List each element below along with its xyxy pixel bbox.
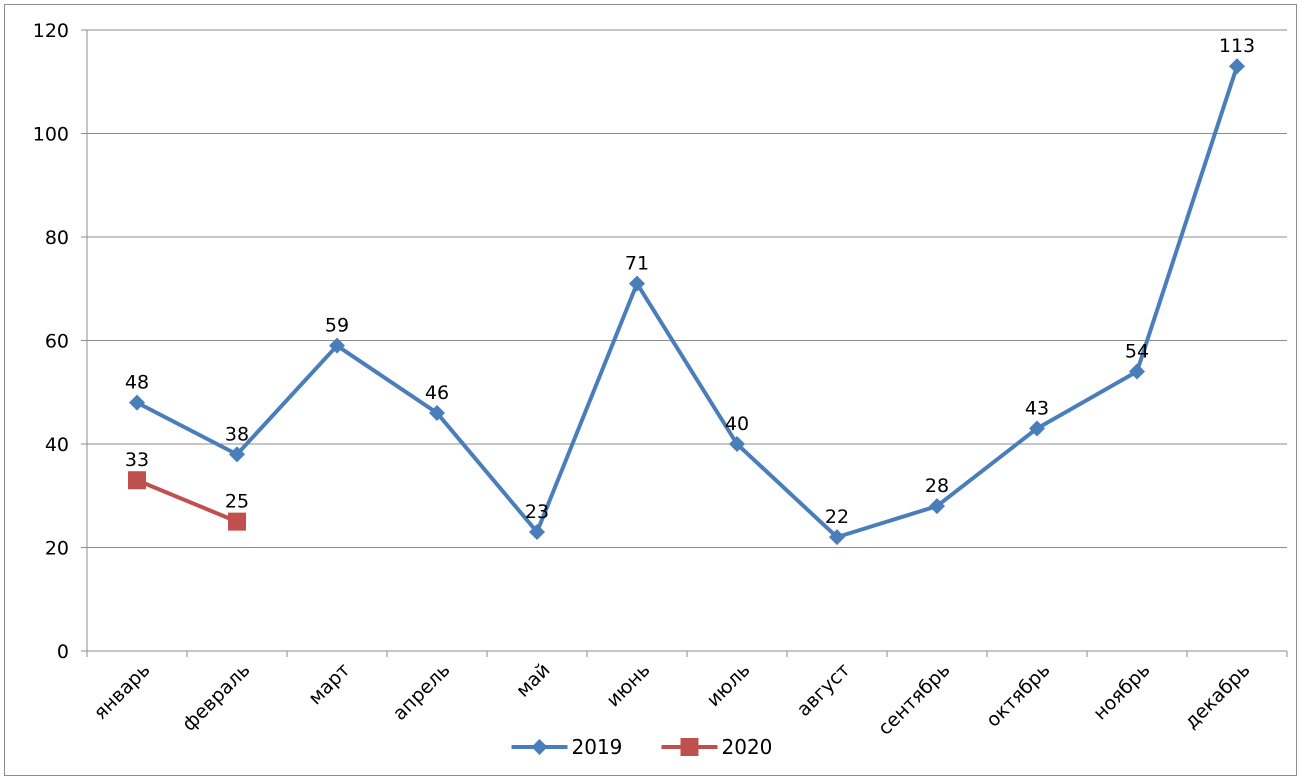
x-tick-label: сентябрь [874, 659, 955, 740]
data-label: 22 [825, 506, 849, 528]
y-tick-label: 20 [45, 538, 69, 560]
data-label: 113 [1219, 35, 1255, 57]
data-label: 71 [625, 253, 649, 275]
x-tick-label: декабрь [1180, 659, 1254, 733]
x-tick-label: июль [702, 659, 754, 711]
data-label: 48 [125, 372, 149, 394]
x-tick-label: январь [90, 659, 155, 724]
data-label: 46 [425, 382, 449, 404]
data-label: 38 [225, 423, 249, 445]
legend-marker-2019 [532, 739, 548, 755]
x-tick-label: март [304, 659, 354, 709]
data-label: 59 [325, 315, 349, 337]
data-labels: 48 38 59 46 23 71 40 22 28 43 54 113 33 25 [125, 35, 1255, 528]
y-tick-label: 60 [45, 331, 69, 353]
series-lines [128, 58, 1245, 545]
legend-marker-2020 [681, 738, 699, 756]
data-label: 23 [525, 501, 549, 523]
series-line-2020 [137, 480, 237, 521]
gridlines [87, 30, 1287, 548]
x-tick-label: февраль [178, 659, 255, 736]
data-label: 54 [1125, 341, 1149, 363]
axes: 0 20 40 60 80 100 120 январь февраль март апрель ма… [33, 20, 1287, 740]
x-tick-label: ноябрь [1089, 659, 1154, 724]
y-tick-label: 100 [33, 124, 69, 146]
y-tick-label: 120 [33, 20, 69, 42]
legend-label: 2020 [722, 735, 773, 759]
data-label: 25 [225, 491, 249, 513]
legend: 2019 2020 [512, 735, 773, 759]
x-tick-label: апрель [389, 659, 455, 725]
data-label: 43 [1025, 397, 1049, 419]
data-label: 40 [725, 413, 749, 435]
marker-2019 [129, 395, 145, 411]
x-tick-label: октябрь [982, 659, 1055, 732]
marker-2020 [128, 471, 146, 489]
x-tick-label: июнь [602, 659, 654, 711]
marker-2020 [228, 513, 246, 531]
data-label: 28 [925, 475, 949, 497]
legend-label: 2019 [572, 735, 623, 759]
marker-2019 [1129, 364, 1145, 380]
y-tick-label: 0 [57, 641, 69, 663]
y-tick-label: 80 [45, 227, 69, 249]
series-line-2019 [137, 66, 1237, 537]
x-tick-label: май [512, 659, 555, 702]
marker-2019 [1229, 58, 1245, 74]
y-tick-label: 40 [45, 434, 69, 456]
data-label: 33 [125, 449, 149, 471]
x-tick-label: август [793, 659, 855, 721]
